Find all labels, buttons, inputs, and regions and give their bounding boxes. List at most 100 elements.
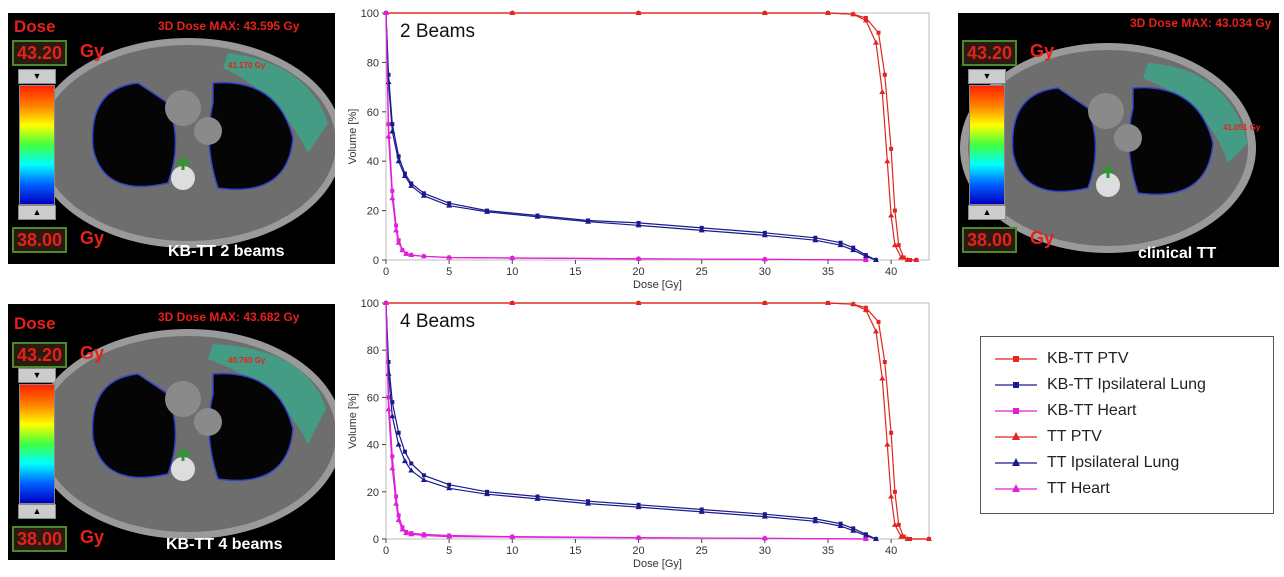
data-point: [882, 72, 887, 77]
data-point: [862, 253, 869, 259]
upper-dose-value: 43.20: [962, 40, 1018, 66]
y-tick-label: 0: [373, 255, 379, 267]
colorbar-down-button[interactable]: ▲: [968, 205, 1006, 220]
x-tick-label: 10: [506, 266, 518, 278]
data-point: [396, 430, 401, 435]
data-point: [484, 208, 491, 214]
y-axis-label: Volume [%]: [347, 109, 359, 165]
legend-item: TT PTV: [993, 427, 1102, 447]
data-point: [872, 536, 879, 541]
data-point: [812, 518, 819, 524]
data-point: [402, 449, 407, 454]
data-point: [420, 192, 427, 198]
x-tick-label: 25: [696, 266, 708, 278]
data-point: [879, 89, 886, 95]
upper-dose-unit: Gy: [80, 41, 105, 61]
data-point: [635, 222, 642, 228]
upper-dose-value: 43.20: [12, 342, 68, 368]
y-tick-label: 80: [367, 345, 379, 357]
legend-swatch: [995, 356, 1037, 362]
point-dose-label: 41.051 Gy: [1223, 123, 1261, 132]
x-tick-label: 5: [446, 545, 452, 557]
data-point: [420, 253, 427, 259]
data-point: [635, 504, 642, 510]
legend-swatch: [995, 432, 1037, 440]
data-point: [635, 10, 642, 15]
x-tick-label: 15: [569, 266, 581, 278]
data-point: [393, 500, 400, 506]
x-tick-label: 30: [759, 266, 771, 278]
data-point: [913, 257, 920, 262]
lower-dose-value: 38.00: [12, 526, 68, 552]
series-tt-heart: [383, 10, 869, 262]
x-axis-label: Dose [Gy]: [633, 558, 682, 570]
legend-label: KB-TT Ipsilateral Lung: [1047, 376, 1206, 393]
dose-max-label: 3D Dose MAX: 43.034 Gy: [1130, 16, 1272, 30]
data-point: [872, 328, 879, 334]
data-point: [901, 534, 906, 539]
legend-swatch: [995, 484, 1037, 492]
data-point: [395, 158, 402, 164]
data-point: [862, 536, 869, 541]
data-point: [399, 526, 406, 532]
x-tick-label: 0: [383, 266, 389, 278]
data-point: [889, 146, 894, 151]
data-point: [888, 212, 895, 218]
data-point: [403, 530, 410, 536]
x-tick-label: 40: [885, 545, 897, 557]
data-point: [850, 247, 857, 253]
data-point: [635, 300, 642, 305]
data-point: [761, 535, 768, 541]
dvh-chart-4-beams: 0 5 10 15 20 25 30 35 40 0 20 40 60 80 100 Dose [Gy] Vol…: [340, 295, 952, 572]
x-axis-label: Dose [Gy]: [633, 279, 682, 291]
data-point: [898, 533, 905, 539]
data-point: [394, 494, 399, 499]
data-point: [635, 255, 642, 261]
data-point: [408, 252, 415, 258]
data-point: [862, 17, 869, 23]
point-dose-label: 40.760 Gy: [228, 356, 266, 365]
data-point: [585, 500, 592, 506]
data-point: [421, 473, 426, 478]
data-point: [862, 532, 869, 538]
ct-scan-image: [33, 38, 335, 248]
colorbar-up-button[interactable]: ▼: [18, 69, 56, 84]
data-point: [401, 458, 408, 464]
dvh-chart-2-beams: 0 5 10 15 20 25 30 35 40 0 20 40 60 80 100 Dose [Gy] Vol…: [340, 5, 952, 297]
data-point: [761, 256, 768, 262]
ct-panel-clinical-tt: 3D Dose MAX: 43.034 Gy 43.20 Gy ▼ ▲ 38.0…: [958, 13, 1279, 267]
y-tick-label: 80: [367, 57, 379, 69]
colorbar-up-button[interactable]: ▼: [968, 69, 1006, 84]
data-point: [420, 532, 427, 538]
legend-item: KB-TT Heart: [993, 401, 1137, 421]
x-tick-label: 15: [569, 545, 581, 557]
data-point: [509, 10, 516, 15]
data-point: [698, 508, 705, 514]
data-point: [509, 300, 516, 305]
data-point: [446, 254, 453, 260]
x-tick-label: 5: [446, 266, 452, 278]
data-point: [389, 128, 396, 134]
data-point: [484, 491, 491, 497]
data-point: [383, 10, 389, 15]
colorbar-down-button[interactable]: ▲: [18, 205, 56, 220]
data-point: [390, 454, 395, 459]
series-tt-ptv: [383, 300, 932, 541]
data-point: [390, 400, 395, 405]
data-point: [888, 493, 895, 499]
data-point: [395, 517, 402, 523]
legend-label: TT Ipsilateral Lung: [1047, 454, 1180, 471]
data-point: [926, 536, 932, 541]
data-point: [585, 218, 592, 224]
data-point: [534, 213, 541, 219]
colorbar: [969, 85, 1005, 205]
data-point: [389, 413, 396, 419]
data-point: [761, 232, 768, 238]
upper-dose-unit: Gy: [1030, 41, 1055, 61]
colorbar-down-button[interactable]: ▲: [18, 504, 56, 519]
data-point: [401, 173, 408, 179]
colorbar-up-button[interactable]: ▼: [18, 368, 56, 383]
data-point: [898, 254, 905, 260]
data-point: [509, 255, 516, 261]
chart-title: 4 Beams: [400, 311, 475, 332]
